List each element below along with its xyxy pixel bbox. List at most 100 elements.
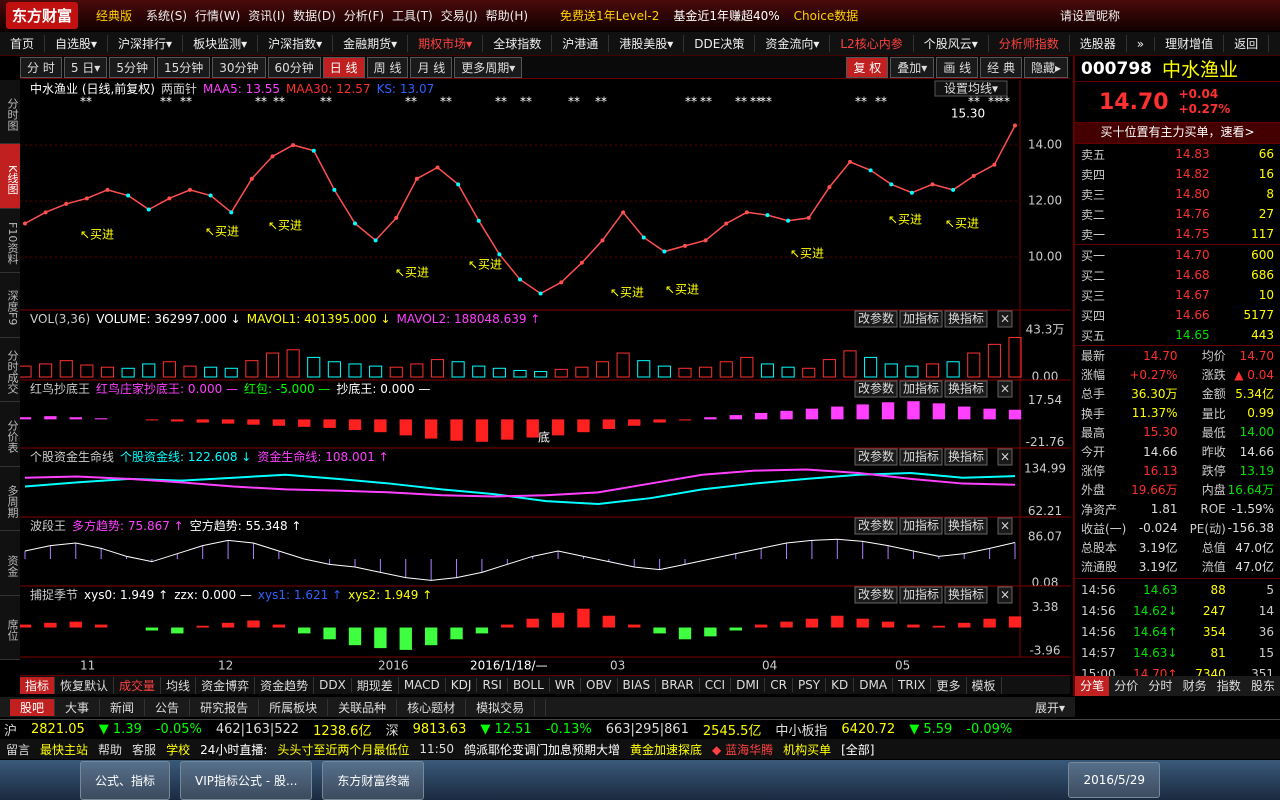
status-item[interactable]: 帮助 xyxy=(98,742,123,757)
nav-item[interactable]: 返回 xyxy=(1224,35,1270,52)
nav-item[interactable]: 选股器 xyxy=(1070,35,1127,52)
panel-button[interactable] xyxy=(997,310,1013,328)
indicator-tab[interactable]: PSY xyxy=(793,678,827,692)
status-item[interactable]: 客服 xyxy=(132,742,157,757)
period-button[interactable]: 60分钟 xyxy=(267,56,321,78)
menu-item[interactable]: 工具(T) xyxy=(392,9,433,23)
period-button[interactable]: 5 日▾ xyxy=(63,56,108,78)
nav-item[interactable]: 金融期货▾ xyxy=(333,35,409,52)
panel-button[interactable] xyxy=(997,586,1013,604)
period-button[interactable]: 分 时 xyxy=(20,56,62,78)
status-item[interactable]: 机构买单 xyxy=(783,742,832,757)
period-button[interactable]: 30分钟 xyxy=(212,56,266,78)
panel-button[interactable] xyxy=(944,586,988,604)
nav-item[interactable]: 沪深指数▾ xyxy=(258,35,334,52)
task-item[interactable]: VIP指标公式 - 股... xyxy=(180,760,313,800)
period-button[interactable]: 日 线 xyxy=(322,56,365,78)
nav-item[interactable]: 板块监测▾ xyxy=(183,35,259,52)
quote-tab[interactable]: 分价 xyxy=(1114,679,1139,693)
indicator-tab[interactable]: WR xyxy=(550,678,581,692)
nav-item[interactable]: 个股风云▾ xyxy=(914,35,989,52)
side-tab[interactable]: 深度F9 xyxy=(0,273,20,338)
promo[interactable]: 免费送1年Level-2 xyxy=(560,9,660,23)
nav-item[interactable]: 港股美股▾ xyxy=(609,35,685,52)
quote-tab[interactable]: 指数 xyxy=(1216,679,1241,693)
tool-button[interactable]: 叠加▾ xyxy=(890,56,935,78)
side-tab[interactable]: 分时图 xyxy=(0,80,20,145)
indicator-tab[interactable]: DDX xyxy=(314,678,352,692)
panel-button[interactable] xyxy=(944,448,988,466)
quote-tab[interactable]: 分笔 xyxy=(1075,676,1110,696)
info-tab[interactable]: 股吧 xyxy=(10,698,56,716)
side-tab[interactable]: 分时成交 xyxy=(0,337,20,403)
task-item[interactable]: 东方财富终端 xyxy=(322,760,425,800)
indicator-tab[interactable]: MACD xyxy=(399,678,446,692)
indicator-tab[interactable]: KDJ xyxy=(446,678,478,692)
info-tab[interactable]: 新闻 xyxy=(100,698,146,716)
indicator-tab[interactable]: 资金博弈 xyxy=(196,676,256,694)
indicator-tab[interactable]: 成交量 xyxy=(114,676,162,694)
panel-button[interactable] xyxy=(944,310,988,328)
nav-item[interactable]: 理财增值 xyxy=(1155,35,1225,52)
side-tab[interactable]: 多周期 xyxy=(0,466,20,532)
status-item[interactable]: 学校 xyxy=(166,742,191,757)
period-button[interactable]: 周 线 xyxy=(366,56,409,78)
panel-button[interactable] xyxy=(997,448,1013,466)
indicator-tab[interactable]: OBV xyxy=(581,678,618,692)
indicator-tab[interactable]: DMI xyxy=(731,678,766,692)
banner[interactable]: 买十位置有主力买单，速看> xyxy=(1075,122,1280,144)
panel-button[interactable] xyxy=(944,380,988,398)
indicator-tab[interactable]: CCI xyxy=(700,678,732,692)
info-tab[interactable]: 模拟交易 xyxy=(466,698,536,716)
status-item[interactable]: 留言 xyxy=(6,742,31,757)
side-tab[interactable]: 资金 xyxy=(0,531,20,596)
nav-item[interactable]: 全球指数 xyxy=(483,35,553,52)
panel-button[interactable] xyxy=(854,310,898,328)
period-button[interactable]: 15分钟 xyxy=(156,56,211,78)
info-tab[interactable]: 所属板块 xyxy=(259,698,329,716)
menu-item[interactable]: 帮助(H) xyxy=(485,9,529,23)
indicator-tab[interactable]: 均线 xyxy=(161,676,197,694)
panel-button[interactable] xyxy=(899,380,943,398)
status-item[interactable]: 黄金加速探底 xyxy=(630,742,703,757)
tool-button[interactable]: 画 线 xyxy=(936,56,979,78)
indicator-tab[interactable]: BOLL xyxy=(508,678,550,692)
promo[interactable]: Choice数据 xyxy=(793,9,859,23)
menu-item[interactable]: 资讯(I) xyxy=(248,9,286,23)
panel-button[interactable] xyxy=(854,517,898,535)
tool-button[interactable]: 复 权 xyxy=(846,56,889,78)
quote-tab[interactable]: 财务 xyxy=(1182,679,1207,693)
panel-button[interactable] xyxy=(997,517,1013,535)
quote-tab[interactable]: 分时 xyxy=(1148,679,1173,693)
promo[interactable]: 基金近1年赚超40% xyxy=(673,9,780,23)
status-item[interactable]: 头头寸至近两个月最低位 xyxy=(277,742,410,757)
side-tab[interactable]: 席位 xyxy=(0,595,20,660)
indicator-tab[interactable]: 资金趋势 xyxy=(255,676,315,694)
panel-button[interactable] xyxy=(997,380,1013,398)
panel-button[interactable] xyxy=(854,586,898,604)
info-tab[interactable]: 公告 xyxy=(145,698,191,716)
side-tab[interactable]: 分价表 xyxy=(0,402,20,467)
panel-button[interactable] xyxy=(854,380,898,398)
panel-button[interactable] xyxy=(899,517,943,535)
side-tab[interactable]: K线图 xyxy=(0,144,20,209)
nav-item[interactable]: 首页 xyxy=(0,35,46,52)
quote-tab[interactable]: 股东 xyxy=(1250,679,1275,693)
indicator-tab[interactable]: BIAS xyxy=(618,678,657,692)
panel-button[interactable] xyxy=(944,517,988,535)
indicator-tab[interactable]: BRAR xyxy=(656,678,700,692)
nav-item[interactable]: L2核心内参 xyxy=(830,35,914,52)
indicator-tab[interactable]: TRIX xyxy=(893,678,932,692)
nav-item[interactable]: 沪港通 xyxy=(552,35,610,52)
status-item[interactable]: 24小时直播: xyxy=(200,742,268,757)
period-button[interactable]: 更多周期▾ xyxy=(454,56,523,78)
nav-item[interactable]: DDE决策 xyxy=(684,35,756,52)
status-item[interactable]: [全部] xyxy=(841,742,875,757)
info-tab[interactable]: 核心题材 xyxy=(397,698,467,716)
panel-button[interactable] xyxy=(854,448,898,466)
indicator-tab[interactable]: 期现差 xyxy=(352,676,399,694)
indicator-tab[interactable]: RSI xyxy=(477,678,508,692)
tool-button[interactable]: 隐藏▸ xyxy=(1023,56,1068,78)
status-item[interactable]: 最快主站 xyxy=(40,742,89,757)
indicator-tab[interactable]: 模板 xyxy=(967,676,1002,694)
